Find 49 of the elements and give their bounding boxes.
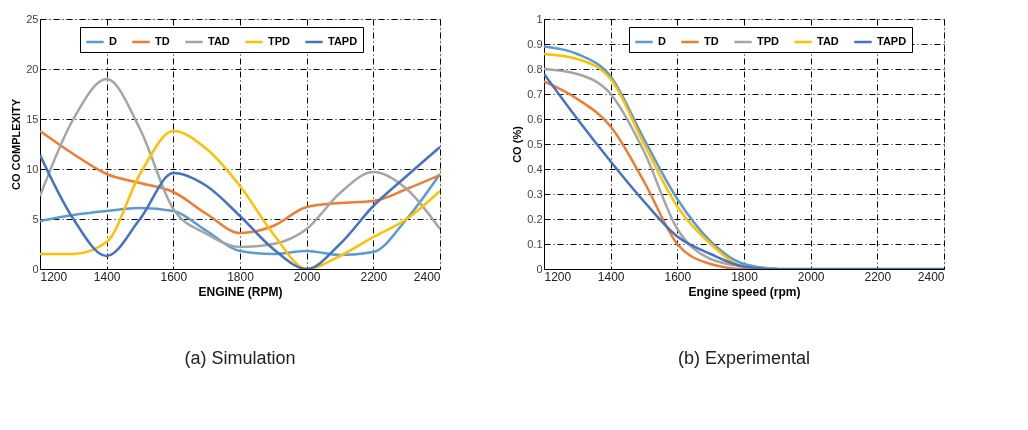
x-tick-label: 1600 [160,269,188,284]
legend-label: TD [704,35,719,47]
y-tick-label: 25 [26,12,39,25]
legend-label: TAD [208,35,230,47]
y-tick-label: 0 [536,262,543,275]
y-tick-label: 0 [32,262,39,275]
y-tick-label: 0.4 [527,162,543,175]
legend-label: TAD [817,35,839,47]
legend-label: TPD [268,35,291,47]
x-tick-label: 2200 [360,269,388,284]
y-tick-label: 15 [26,112,39,125]
y-axis-title: CO (%) [511,125,524,163]
x-tick-label: 1800 [227,269,255,284]
x-tick-label: 1800 [731,269,759,284]
text: (b) Experimental [677,348,811,368]
x-tick-label: 1400 [597,269,625,284]
line-series [40,129,440,235]
x-tick-label: 1200 [40,269,68,284]
legend-label: D [658,35,666,47]
x-axis-title: Engine speed (rpm) [688,284,801,299]
x-tick-label: 2000 [293,269,321,284]
text: (a) Simulation [184,348,296,368]
x-tick-label: 2200 [864,269,892,284]
legend-label: TPD [757,35,780,47]
y-tick-label: 0.2 [527,212,543,225]
legend-label: TAPD [328,35,358,47]
y-tick-label: 1 [536,12,543,25]
x-tick-label: 2000 [797,269,825,284]
legend-label: D [109,35,117,47]
y-tick-label: 5 [32,212,39,225]
y-tick-label: 0.5 [527,137,543,150]
y-tick-label: 0.9 [527,37,543,50]
y-tick-label: 0.6 [527,112,543,125]
x-tick-label: 2400 [917,269,945,284]
x-axis-title: ENGINE (RPM) [198,284,283,299]
line-series [40,77,440,249]
x-tick-label: 1400 [93,269,121,284]
y-tick-label: 10 [26,162,39,175]
legend-label: TD [155,35,170,47]
y-tick-label: 0.8 [527,62,543,75]
x-tick-label: 1600 [664,269,692,284]
y-axis-title: CO COMPLEXITY [10,98,23,191]
x-tick-label: 1200 [544,269,572,284]
y-tick-label: 0.3 [527,187,543,200]
x-tick-label: 2400 [413,269,441,284]
legend-label: TAPD [877,35,907,47]
y-tick-label: 0.1 [527,237,543,250]
y-tick-label: 20 [26,62,39,75]
y-tick-label: 0.7 [527,87,543,100]
